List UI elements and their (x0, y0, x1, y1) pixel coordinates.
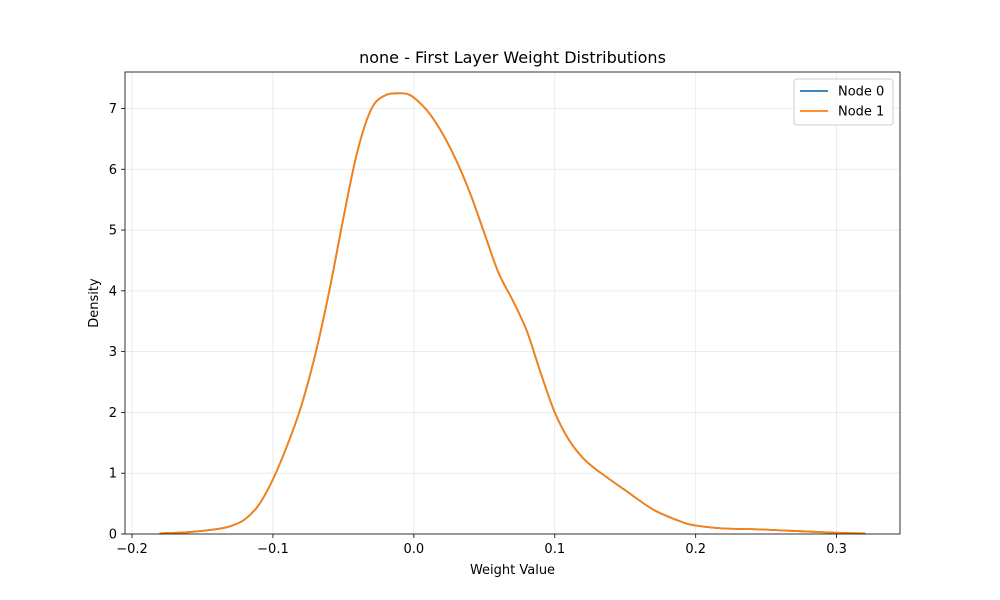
y-tick-label: 2 (109, 406, 117, 421)
plot-area (125, 72, 900, 534)
series-layer (159, 92, 866, 535)
y-tick-label: 5 (109, 224, 117, 239)
x-tick-label: −0.1 (257, 542, 289, 557)
legend: Node 0 Node 1 (793, 78, 894, 126)
x-tick-label: 0.2 (685, 542, 706, 557)
x-tick-label: 0.0 (404, 542, 425, 557)
x-axis-label: Weight Value (470, 563, 555, 578)
plot-frame (124, 71, 901, 535)
grid (125, 72, 900, 535)
y-tick-label: 7 (109, 102, 117, 117)
y-axis: 0 1 2 3 4 5 6 7 (109, 102, 125, 543)
chart-title: none - First Layer Weight Distributions (359, 48, 666, 67)
x-tick-label: −0.2 (116, 542, 148, 557)
y-tick-label: 1 (109, 467, 117, 482)
x-tick-label: 0.1 (544, 542, 565, 557)
legend-label-node-1: Node 1 (838, 105, 884, 120)
y-tick-label: 4 (109, 284, 117, 299)
y-tick-label: 6 (109, 163, 117, 178)
x-tick-label: 0.3 (826, 542, 847, 557)
y-tick-label: 0 (109, 528, 117, 543)
y-axis-label: Density (87, 278, 102, 328)
series-line-node-1 (159, 92, 866, 535)
y-tick-label: 3 (109, 345, 117, 360)
x-axis: −0.2 −0.1 0.0 0.1 0.2 0.3 (116, 534, 847, 557)
legend-label-node-0: Node 0 (838, 85, 884, 100)
